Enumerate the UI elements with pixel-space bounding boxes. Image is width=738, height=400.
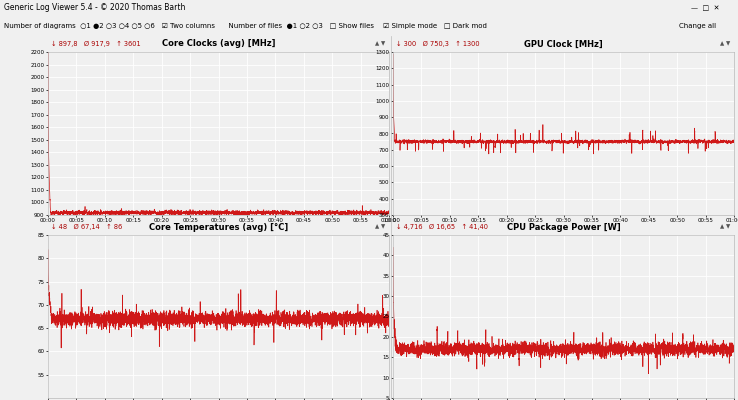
Text: —  □  ✕: — □ ✕ xyxy=(691,5,720,11)
Text: GPU Clock [MHz]: GPU Clock [MHz] xyxy=(524,40,603,48)
Text: Number of diagrams  ○1 ●2 ○3 ○4 ○5 ○6   ☑ Two columns      Number of files  ●1 ○: Number of diagrams ○1 ●2 ○3 ○4 ○5 ○6 ☑ T… xyxy=(4,23,486,29)
Text: CPU Package Power [W]: CPU Package Power [W] xyxy=(506,222,621,232)
Text: ↓ 300   Ø 750,3   ↑ 1300: ↓ 300 Ø 750,3 ↑ 1300 xyxy=(396,41,480,47)
Text: ↓ 4,716   Ø 16,65   ↑ 41,40: ↓ 4,716 Ø 16,65 ↑ 41,40 xyxy=(396,224,489,230)
Text: Core Clocks (avg) [MHz]: Core Clocks (avg) [MHz] xyxy=(162,40,275,48)
Text: ↓ 897,8   Ø 917,9   ↑ 3601: ↓ 897,8 Ø 917,9 ↑ 3601 xyxy=(52,41,141,47)
Text: ↓ 48   Ø 67,14   ↑ 86: ↓ 48 Ø 67,14 ↑ 86 xyxy=(52,224,123,230)
Text: ▲ ▼: ▲ ▼ xyxy=(720,42,731,46)
Text: Generic Log Viewer 5.4 - © 2020 Thomas Barth: Generic Log Viewer 5.4 - © 2020 Thomas B… xyxy=(4,4,185,12)
Text: ▲ ▼: ▲ ▼ xyxy=(376,224,385,230)
Text: Change all: Change all xyxy=(679,23,716,29)
Text: Core Temperatures (avg) [°C]: Core Temperatures (avg) [°C] xyxy=(149,222,288,232)
Text: ▲ ▼: ▲ ▼ xyxy=(376,42,385,46)
Text: ▲ ▼: ▲ ▼ xyxy=(720,224,731,230)
